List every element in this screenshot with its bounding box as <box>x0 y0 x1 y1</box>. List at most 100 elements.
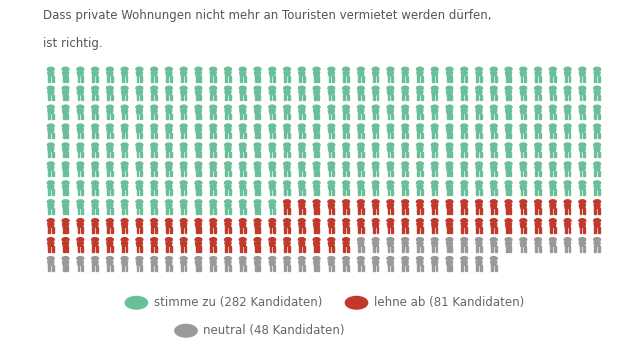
Polygon shape <box>595 246 596 252</box>
Ellipse shape <box>77 143 84 147</box>
Polygon shape <box>240 228 242 233</box>
Polygon shape <box>125 189 127 195</box>
Polygon shape <box>96 76 98 82</box>
Ellipse shape <box>254 238 261 241</box>
Polygon shape <box>155 114 157 119</box>
Polygon shape <box>535 204 541 208</box>
Polygon shape <box>196 95 198 100</box>
Polygon shape <box>229 246 231 252</box>
Polygon shape <box>391 170 393 176</box>
Ellipse shape <box>579 143 586 147</box>
Ellipse shape <box>432 86 438 90</box>
Polygon shape <box>196 170 198 176</box>
Polygon shape <box>329 152 330 157</box>
Polygon shape <box>480 95 482 100</box>
Polygon shape <box>285 114 286 119</box>
Polygon shape <box>520 167 526 170</box>
Ellipse shape <box>402 124 409 128</box>
Ellipse shape <box>224 238 231 241</box>
Polygon shape <box>506 208 508 214</box>
Ellipse shape <box>564 238 571 241</box>
Polygon shape <box>520 72 526 76</box>
Polygon shape <box>402 95 404 100</box>
Polygon shape <box>317 114 319 119</box>
Polygon shape <box>550 208 552 214</box>
Ellipse shape <box>313 181 320 185</box>
Polygon shape <box>259 95 260 100</box>
Polygon shape <box>347 189 349 195</box>
Polygon shape <box>107 228 109 233</box>
Polygon shape <box>314 189 316 195</box>
Ellipse shape <box>432 162 438 166</box>
Polygon shape <box>373 228 374 233</box>
Polygon shape <box>181 228 183 233</box>
Polygon shape <box>490 167 497 170</box>
Polygon shape <box>594 167 600 170</box>
Polygon shape <box>140 76 142 82</box>
Ellipse shape <box>579 105 586 109</box>
Polygon shape <box>125 76 127 82</box>
Polygon shape <box>63 261 69 265</box>
Ellipse shape <box>166 162 172 166</box>
Polygon shape <box>122 133 124 138</box>
Polygon shape <box>465 246 467 252</box>
Polygon shape <box>583 228 585 233</box>
Polygon shape <box>535 129 541 133</box>
Polygon shape <box>136 110 143 114</box>
Polygon shape <box>521 170 523 176</box>
Ellipse shape <box>283 143 291 147</box>
Polygon shape <box>273 246 275 252</box>
Polygon shape <box>196 133 198 138</box>
Polygon shape <box>402 186 409 189</box>
Ellipse shape <box>579 238 586 241</box>
Polygon shape <box>539 228 541 233</box>
Ellipse shape <box>121 143 128 147</box>
Polygon shape <box>446 148 453 152</box>
Polygon shape <box>200 114 202 119</box>
Polygon shape <box>140 265 142 271</box>
Polygon shape <box>125 95 127 100</box>
Polygon shape <box>77 186 84 189</box>
Polygon shape <box>329 246 330 252</box>
Polygon shape <box>239 261 246 265</box>
Polygon shape <box>417 242 423 246</box>
Ellipse shape <box>121 105 128 109</box>
Ellipse shape <box>77 219 84 223</box>
Polygon shape <box>122 223 128 228</box>
Polygon shape <box>550 170 552 176</box>
Ellipse shape <box>446 219 453 223</box>
Polygon shape <box>254 110 260 114</box>
Polygon shape <box>328 167 335 170</box>
Ellipse shape <box>490 181 497 185</box>
Polygon shape <box>417 148 423 152</box>
Polygon shape <box>185 265 187 271</box>
Polygon shape <box>594 242 600 246</box>
Polygon shape <box>269 91 275 95</box>
Polygon shape <box>303 95 304 100</box>
Polygon shape <box>506 246 508 252</box>
Polygon shape <box>66 246 68 252</box>
Polygon shape <box>66 189 68 195</box>
Polygon shape <box>166 242 172 246</box>
Polygon shape <box>63 223 69 228</box>
Ellipse shape <box>298 86 305 90</box>
Ellipse shape <box>166 105 172 109</box>
Polygon shape <box>303 170 304 176</box>
Polygon shape <box>200 265 202 271</box>
Polygon shape <box>436 208 438 214</box>
Polygon shape <box>51 114 53 119</box>
Polygon shape <box>63 148 69 152</box>
Polygon shape <box>78 228 79 233</box>
Polygon shape <box>170 246 172 252</box>
Polygon shape <box>446 129 453 133</box>
Polygon shape <box>284 72 290 76</box>
Ellipse shape <box>490 219 497 223</box>
Polygon shape <box>461 152 463 157</box>
Polygon shape <box>347 228 349 233</box>
Polygon shape <box>432 246 434 252</box>
Polygon shape <box>539 246 541 252</box>
Polygon shape <box>391 246 393 252</box>
Polygon shape <box>446 91 453 95</box>
Polygon shape <box>48 261 54 265</box>
Polygon shape <box>388 228 389 233</box>
